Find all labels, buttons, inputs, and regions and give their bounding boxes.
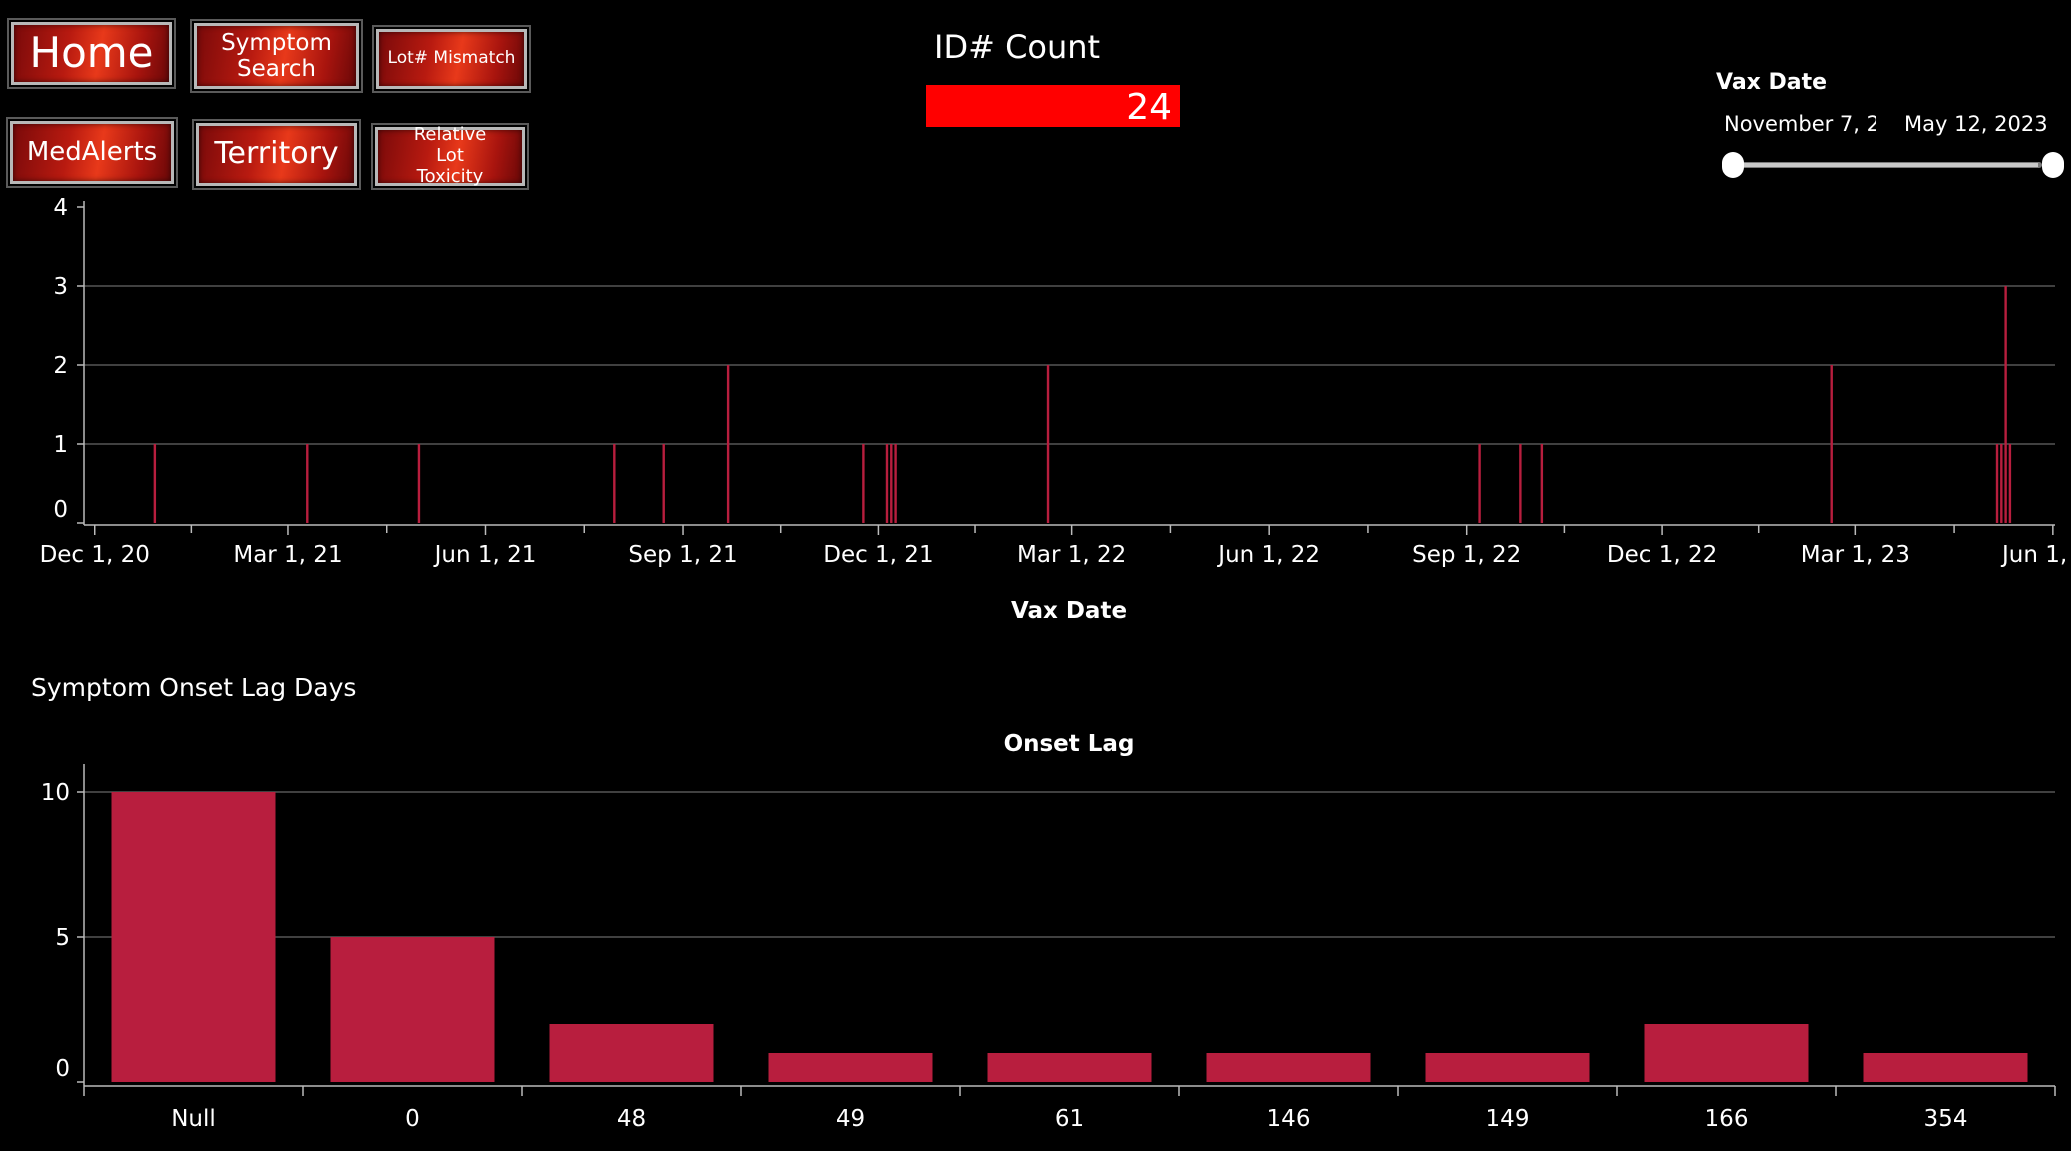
kpi-bar: 24 <box>926 85 1180 128</box>
x-tick-label: 354 <box>1924 1106 1968 1132</box>
slider-handle-end[interactable] <box>2042 152 2064 178</box>
vax-date-chart: 0 1 2 3 4 Dec 1, 20 Mar 1, 21 Jun 1, 21 Sep 1, 2… <box>40 195 2071 624</box>
x-tick-label: Dec 1, 22 <box>1607 542 1717 568</box>
onset-bar <box>1425 1053 1590 1082</box>
date-bar <box>890 444 893 523</box>
date-bar <box>613 444 616 523</box>
date-bar <box>153 444 157 523</box>
y-tick-label: 0 <box>53 497 68 523</box>
date-bar <box>1830 365 1833 523</box>
x-tick-label: Sep 1, 22 <box>1412 542 1521 568</box>
territory-button[interactable]: Territory <box>192 119 361 190</box>
date-bar <box>2008 444 2012 523</box>
x-tick-label: Jun 1, 21 <box>433 542 537 568</box>
date-bar <box>1478 444 1481 523</box>
x-tick-label: Jun 1, 22 <box>1216 542 1320 568</box>
date-bar <box>1995 444 1999 523</box>
onset-bar <box>1644 1024 1809 1082</box>
y-tick-label: 1 <box>53 432 68 458</box>
x-tick-label: Null <box>171 1106 216 1132</box>
onset-bar <box>1863 1053 2028 1082</box>
y-tick-label: 10 <box>41 780 70 806</box>
lot-mismatch-button[interactable]: Lot# Mismatch <box>372 25 531 93</box>
date-bar <box>1519 444 1522 523</box>
date-bar <box>2004 286 2007 523</box>
onset-bar <box>768 1053 933 1082</box>
date-bar <box>417 444 421 523</box>
x-tick-label: Sep 1, 21 <box>628 542 737 568</box>
kpi-value: 24 <box>1126 87 1172 128</box>
date-bar <box>662 444 665 523</box>
y-tick-label: 5 <box>55 925 70 951</box>
x-tick-label: Mar 1, 22 <box>1017 542 1126 568</box>
x-tick-label: 149 <box>1486 1106 1530 1132</box>
date-bar <box>862 444 865 523</box>
date-bar <box>894 444 897 523</box>
x-tick-label: 61 <box>1055 1106 1084 1132</box>
medalerts-button[interactable]: MedAlerts <box>6 117 178 188</box>
vax-date-filter-title: Vax Date <box>1716 70 1828 95</box>
x-tick-label: Mar 1, 21 <box>233 542 342 568</box>
y-tick-label: 3 <box>53 274 68 300</box>
x-tick-label: Mar 1, 23 <box>1801 542 1910 568</box>
slider-handle-start[interactable] <box>1722 152 1744 178</box>
onset-bar <box>987 1053 1152 1082</box>
section-title: Symptom Onset Lag Days <box>31 673 357 702</box>
x-tick-label: Dec 1, 21 <box>823 542 933 568</box>
slider-fill <box>1734 163 2038 167</box>
chart-title: Onset Lag <box>1004 731 1135 757</box>
vax-date-from[interactable]: November 7, 2020 <box>1724 112 1876 136</box>
y-tick-label: 2 <box>53 353 68 379</box>
date-bar <box>306 444 309 523</box>
x-tick-label: 48 <box>617 1106 646 1132</box>
x-tick-label: 0 <box>405 1106 420 1132</box>
x-tick-label: 146 <box>1267 1106 1311 1132</box>
symptom-search-button[interactable]: Symptom Search <box>190 19 363 93</box>
date-bar <box>726 365 730 523</box>
x-tick-label: 166 <box>1705 1106 1749 1132</box>
date-bar <box>1540 444 1544 523</box>
y-tick-label: 4 <box>53 195 68 221</box>
relative-lot-toxicity-button[interactable]: Relative Lot Toxicity <box>371 123 529 190</box>
onset-lag-chart: Onset Lag 0 5 10 Null 0 48 49 61 146 149 166 354 <box>41 731 2056 1132</box>
date-bar <box>2000 444 2003 523</box>
onset-bar <box>330 937 495 1082</box>
vax-date-slider[interactable] <box>1730 162 2042 168</box>
date-bar <box>885 444 889 523</box>
onset-bar <box>1206 1053 1371 1082</box>
x-tick-label: Dec 1, 20 <box>40 542 150 568</box>
x-axis-title: Vax Date <box>1011 598 1127 624</box>
date-bar <box>1046 365 1050 523</box>
x-tick-label: Jun 1, 23 <box>2000 542 2071 568</box>
y-tick-label: 0 <box>55 1056 70 1082</box>
vax-date-to[interactable]: May 12, 2023 <box>1904 112 2048 136</box>
home-button[interactable]: Home <box>7 18 176 89</box>
kpi-title: ID# Count <box>934 28 1101 66</box>
onset-bar <box>549 1024 714 1082</box>
onset-bar <box>111 792 276 1082</box>
x-tick-label: 49 <box>836 1106 865 1132</box>
